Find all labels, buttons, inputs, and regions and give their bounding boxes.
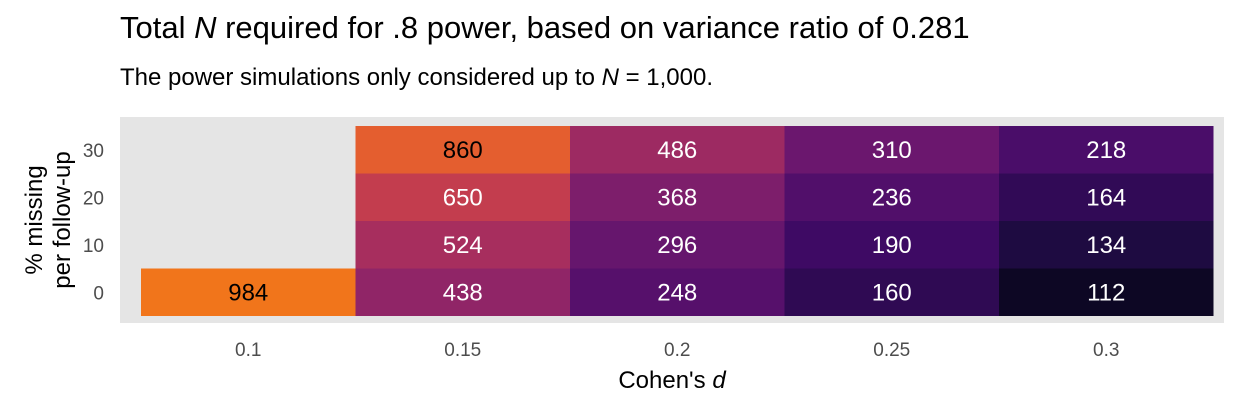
heatmap-tile	[141, 268, 356, 316]
y-axis-label: per follow-up	[49, 151, 76, 288]
tile-value-label: 984	[228, 279, 268, 306]
heatmap-tile	[570, 268, 785, 316]
subtitle-text-start: The power simulations only considered up…	[120, 64, 602, 91]
y-tick-label: 10	[83, 236, 104, 257]
tile-value-label: 248	[657, 279, 697, 306]
tile-value-label: 164	[1086, 184, 1126, 211]
tile-value-label: 310	[872, 137, 912, 164]
heatmap-tile	[999, 173, 1214, 221]
title-text-start: Total	[120, 10, 195, 45]
heatmap-tile	[570, 173, 785, 221]
heatmap-tile	[784, 126, 999, 174]
tile-value-label: 190	[872, 232, 912, 259]
y-tick-label: 0	[93, 283, 104, 304]
tile-value-label: 134	[1086, 232, 1126, 259]
x-tick-label: 0.2	[664, 340, 690, 361]
x-tick-label: 0.15	[444, 340, 481, 361]
tile-value-label: 160	[872, 279, 912, 306]
heatmap-tile	[784, 173, 999, 221]
tile-value-label: 368	[657, 184, 697, 211]
y-axis-label: % missing	[21, 165, 48, 274]
tile-value-label: 438	[443, 279, 483, 306]
tile-value-label: 524	[443, 232, 483, 259]
heatmap-tile	[784, 221, 999, 269]
y-tick-label: 30	[83, 141, 104, 162]
x-tick-label: 0.1	[235, 340, 261, 361]
heatmap-tile-empty	[141, 173, 356, 221]
subtitle-text-end: = 1,000.	[618, 64, 714, 91]
tile-value-label: 486	[657, 137, 697, 164]
heatmap-tile	[570, 221, 785, 269]
tile-value-label: 218	[1086, 137, 1126, 164]
subtitle-variable-n: N	[601, 64, 619, 91]
heatmap-tile	[999, 221, 1214, 269]
tile-value-label: 112	[1087, 279, 1125, 306]
heatmap-tile	[570, 126, 785, 174]
tile-value-label: 860	[443, 137, 483, 164]
title-variable-n: N	[194, 10, 217, 45]
title-text-end: required for .8 power, based on variance…	[216, 10, 970, 45]
x-tick-label: 0.25	[873, 340, 910, 361]
x-axis-label: Cohen's d	[618, 367, 726, 394]
heatmap-tile	[355, 268, 570, 316]
tile-value-label: 236	[872, 184, 912, 211]
heatmap-tile	[999, 126, 1214, 174]
chart-title: Total N required for .8 power, based on …	[120, 10, 970, 46]
tile-value-label: 296	[657, 232, 697, 259]
y-tick-label: 20	[83, 188, 104, 209]
heatmap-tile	[355, 173, 570, 221]
heatmap-tile-empty	[141, 126, 356, 174]
heatmap-tile-empty	[141, 221, 356, 269]
heatmap-tile	[355, 126, 570, 174]
chart-subtitle: The power simulations only considered up…	[120, 64, 713, 92]
heatmap-tile	[999, 268, 1214, 316]
tile-value-label: 650	[443, 184, 483, 211]
heatmap-tile	[784, 268, 999, 316]
heatmap-tile	[355, 221, 570, 269]
x-tick-label: 0.3	[1093, 340, 1119, 361]
